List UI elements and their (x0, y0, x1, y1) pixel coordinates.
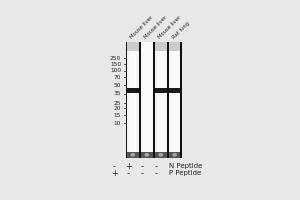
Text: Mouse liver: Mouse liver (143, 15, 168, 40)
Text: -: - (127, 169, 130, 178)
Bar (141, 42, 153, 152)
Bar (169, 88, 181, 93)
Bar (172, 42, 178, 158)
Text: +: + (111, 169, 118, 178)
Text: -: - (154, 162, 158, 171)
Bar (126, 42, 182, 158)
Text: P Peptide: P Peptide (169, 170, 201, 176)
Text: 15: 15 (114, 113, 121, 118)
Text: 70: 70 (114, 75, 121, 80)
Text: N Peptide: N Peptide (169, 163, 202, 169)
Text: 10: 10 (114, 121, 121, 126)
Bar (155, 42, 167, 158)
Bar (141, 42, 153, 51)
Bar (144, 42, 150, 158)
Bar (141, 42, 153, 158)
Text: 250: 250 (110, 56, 121, 61)
Bar (169, 152, 181, 158)
Bar (169, 42, 181, 158)
Bar (127, 42, 139, 51)
Circle shape (145, 154, 148, 156)
Text: Mouse liver: Mouse liver (157, 15, 182, 40)
Text: +: + (125, 162, 132, 171)
Bar (127, 88, 139, 93)
Text: Mouse liver: Mouse liver (129, 15, 154, 40)
Text: -: - (141, 162, 144, 171)
Bar (130, 42, 136, 158)
Bar (155, 42, 167, 51)
Circle shape (159, 154, 162, 156)
Bar (158, 42, 164, 158)
Text: -: - (113, 162, 116, 171)
Text: 20: 20 (114, 106, 121, 111)
Bar (155, 152, 167, 158)
Text: 35: 35 (114, 91, 121, 96)
Text: 25: 25 (114, 101, 121, 106)
Bar (169, 42, 181, 51)
Bar (127, 42, 139, 158)
Text: 150: 150 (110, 62, 121, 67)
Text: Rat lung: Rat lung (171, 21, 190, 40)
Text: -: - (141, 169, 144, 178)
Bar (127, 152, 139, 158)
Text: 100: 100 (110, 68, 121, 73)
Text: 50: 50 (114, 83, 121, 88)
Circle shape (131, 154, 134, 156)
Text: -: - (154, 169, 158, 178)
Bar (155, 88, 167, 93)
Circle shape (173, 154, 176, 156)
Bar (141, 152, 153, 158)
